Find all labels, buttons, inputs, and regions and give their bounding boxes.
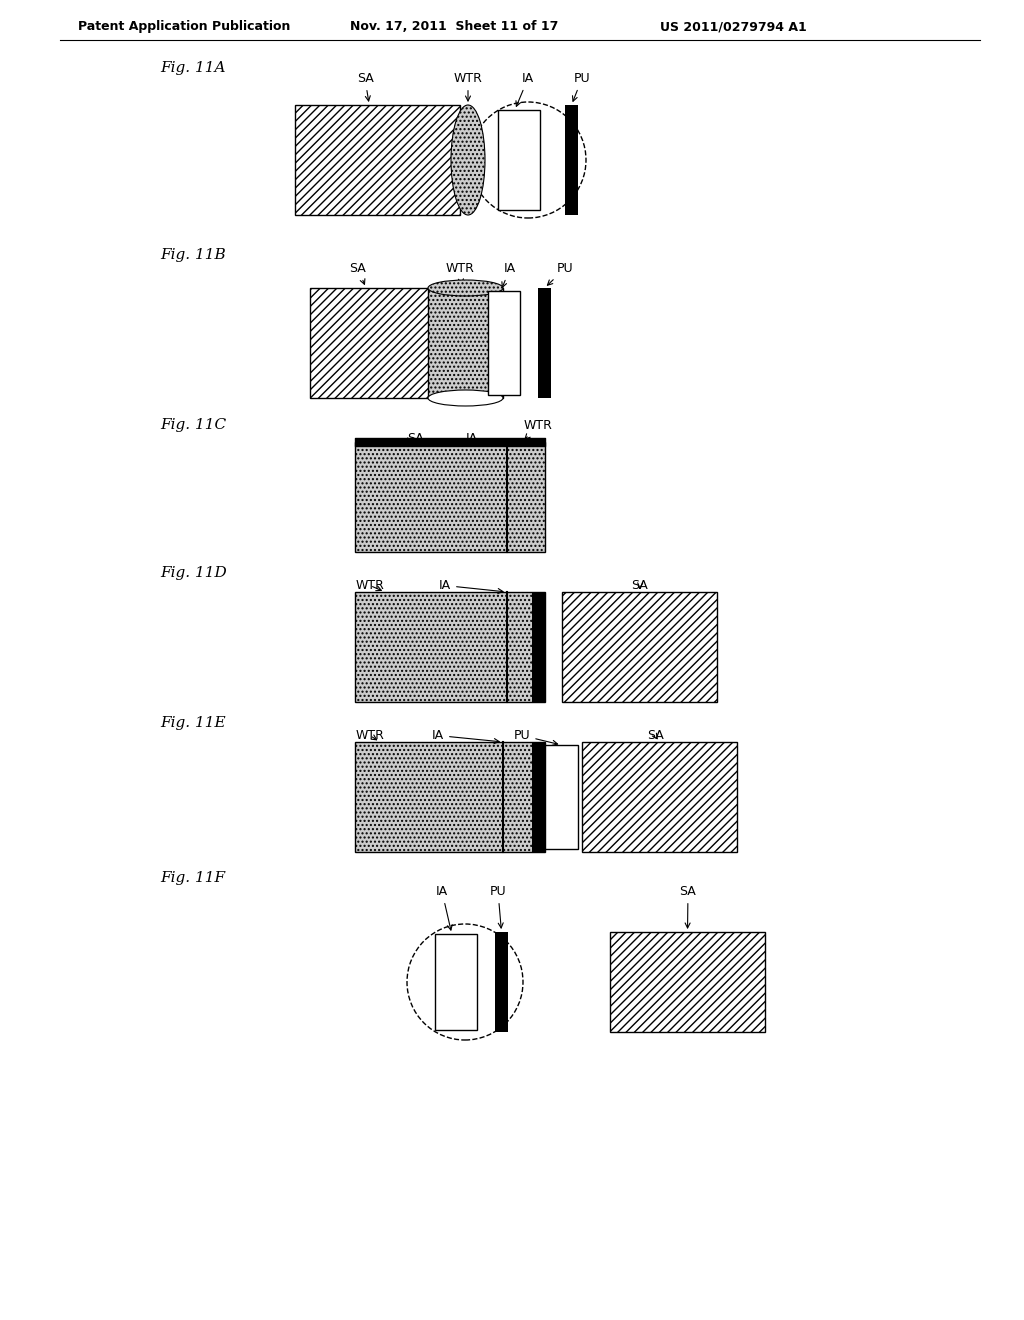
Text: WTR: WTR (355, 729, 384, 742)
Text: PU: PU (489, 884, 506, 928)
Text: Fig. 11C: Fig. 11C (160, 418, 226, 432)
Bar (310, 288, 450, 399)
Bar (498, 110, 540, 210)
Bar (532, 742, 545, 851)
Ellipse shape (451, 106, 485, 215)
Text: SA: SA (356, 73, 374, 102)
Text: WTR: WTR (445, 261, 474, 284)
Bar (532, 591, 545, 702)
Bar (355, 442, 545, 552)
Text: PU: PU (548, 261, 573, 285)
Ellipse shape (428, 389, 503, 407)
Text: Fig. 11F: Fig. 11F (160, 871, 225, 884)
Text: Fig. 11B: Fig. 11B (160, 248, 225, 261)
Bar (545, 744, 578, 849)
Text: IA: IA (439, 579, 503, 594)
Ellipse shape (428, 280, 503, 296)
Bar (435, 935, 477, 1030)
Bar (428, 288, 503, 399)
Text: Patent Application Publication: Patent Application Publication (78, 20, 291, 33)
Text: Fig. 11D: Fig. 11D (160, 566, 226, 579)
Bar (355, 742, 545, 851)
Text: IA: IA (502, 261, 516, 288)
Text: SA: SA (349, 261, 367, 284)
Text: Nov. 17, 2011  Sheet 11 of 17: Nov. 17, 2011 Sheet 11 of 17 (350, 20, 558, 33)
Text: SA: SA (646, 729, 664, 742)
Text: PU: PU (572, 73, 590, 102)
Bar (495, 932, 508, 1032)
Bar (538, 288, 551, 399)
Bar (488, 290, 520, 395)
Bar (355, 591, 545, 702)
Text: SA: SA (632, 579, 648, 591)
Bar (562, 591, 717, 702)
Text: WTR: WTR (523, 418, 552, 440)
Bar (582, 742, 737, 851)
Text: WTR: WTR (355, 579, 384, 591)
Text: PU: PU (514, 729, 558, 746)
Text: US 2011/0279794 A1: US 2011/0279794 A1 (660, 20, 807, 33)
Text: Fig. 11A: Fig. 11A (160, 61, 225, 75)
Text: SA: SA (403, 432, 423, 445)
Text: SA: SA (680, 884, 696, 928)
Text: IA: IA (432, 729, 499, 743)
Text: WTR: WTR (454, 73, 482, 102)
Text: IA: IA (436, 884, 453, 931)
Bar (295, 106, 460, 215)
Text: IA: IA (516, 73, 535, 107)
Bar (565, 106, 578, 215)
Text: IA: IA (466, 432, 503, 445)
Bar (610, 932, 765, 1032)
Text: Fig. 11E: Fig. 11E (160, 715, 225, 730)
